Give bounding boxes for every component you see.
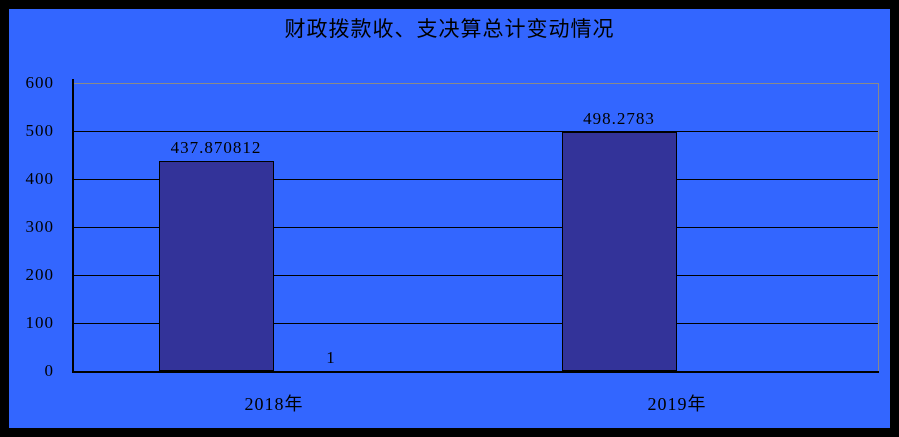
plot-border-top bbox=[72, 83, 878, 84]
y-tick-label-100: 100 bbox=[25, 313, 54, 332]
bar-decal-total-2019年 bbox=[562, 132, 677, 371]
gridline-200 bbox=[72, 275, 878, 276]
y-tick-label-400: 400 bbox=[25, 169, 54, 188]
x-tick-label-2019年: 2019年 bbox=[647, 394, 707, 414]
data-label-decal-total-2018年: 437.870812 bbox=[170, 138, 262, 157]
y-axis-line bbox=[72, 79, 74, 371]
data-label-decal-total-2019年: 498.2783 bbox=[583, 109, 655, 128]
y-tick-label-200: 200 bbox=[25, 265, 54, 284]
data-label-secondary-2018年: 1 bbox=[326, 348, 336, 367]
gridline-500 bbox=[72, 131, 878, 132]
gridline-400 bbox=[72, 179, 878, 180]
x-tick-label-2018年: 2018年 bbox=[244, 394, 304, 414]
y-tick-label-600: 600 bbox=[25, 73, 54, 92]
bar-decal-total-2018年 bbox=[159, 161, 274, 371]
gridline-300 bbox=[72, 227, 878, 228]
gridline-100 bbox=[72, 323, 878, 324]
y-tick-label-500: 500 bbox=[25, 121, 54, 140]
x-axis-line bbox=[72, 371, 879, 373]
plot-border-right bbox=[878, 83, 879, 371]
y-tick-label-300: 300 bbox=[25, 217, 54, 236]
chart-title: 财政拨款收、支决算总计变动情况 bbox=[284, 17, 615, 41]
y-tick-label-0: 0 bbox=[44, 361, 54, 380]
